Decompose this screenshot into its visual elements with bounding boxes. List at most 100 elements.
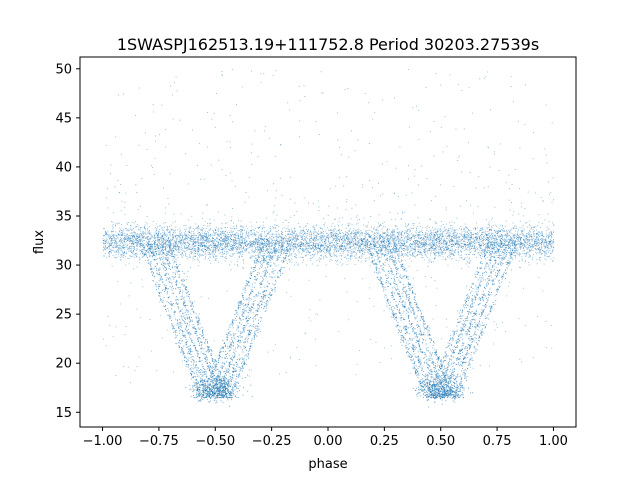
data-point xyxy=(539,260,541,261)
data-point xyxy=(217,261,219,263)
data-point xyxy=(359,251,361,253)
data-point xyxy=(112,231,113,232)
data-point xyxy=(215,260,217,261)
data-point xyxy=(351,253,353,255)
data-point xyxy=(421,247,423,249)
data-point xyxy=(486,235,488,236)
data-point xyxy=(259,240,261,242)
data-point xyxy=(275,236,277,237)
data-point xyxy=(275,252,277,254)
data-point xyxy=(252,251,254,253)
data-point xyxy=(225,246,226,248)
data-point xyxy=(545,240,546,242)
data-point xyxy=(384,240,385,241)
data-point xyxy=(547,247,548,248)
data-point xyxy=(328,229,330,231)
data-point xyxy=(525,243,527,245)
data-point xyxy=(132,238,134,240)
data-point xyxy=(189,226,191,228)
data-point xyxy=(417,235,419,237)
data-point xyxy=(222,240,223,242)
data-point xyxy=(172,237,174,239)
data-point xyxy=(234,236,236,238)
data-point xyxy=(470,230,472,232)
data-point xyxy=(455,249,456,251)
data-point xyxy=(113,234,114,236)
data-point xyxy=(425,244,427,246)
data-point xyxy=(209,244,211,246)
data-point xyxy=(458,247,459,249)
data-point xyxy=(286,243,288,245)
data-point xyxy=(103,249,105,250)
data-point xyxy=(306,247,308,249)
data-point xyxy=(152,247,154,249)
data-point xyxy=(435,243,437,245)
data-point xyxy=(108,237,110,239)
data-point xyxy=(205,239,207,241)
data-point xyxy=(149,238,151,239)
data-point xyxy=(194,255,196,257)
data-point xyxy=(455,238,457,240)
data-point xyxy=(486,219,487,221)
data-point xyxy=(550,253,552,254)
data-point xyxy=(430,252,431,254)
data-point xyxy=(260,237,262,239)
data-point xyxy=(231,249,233,250)
data-point xyxy=(393,236,395,238)
data-point xyxy=(268,261,270,263)
data-point xyxy=(537,234,539,236)
data-point xyxy=(177,257,179,258)
data-point xyxy=(304,231,305,233)
data-point xyxy=(468,246,470,248)
data-point xyxy=(132,240,133,242)
data-point xyxy=(234,244,236,246)
data-point xyxy=(525,242,526,244)
data-point xyxy=(430,251,432,253)
data-point xyxy=(453,235,455,237)
data-point xyxy=(266,240,268,242)
data-point xyxy=(477,232,478,234)
data-point xyxy=(382,233,384,234)
data-point xyxy=(117,250,119,251)
data-point xyxy=(278,244,280,246)
data-point xyxy=(189,234,191,236)
data-point xyxy=(442,239,444,241)
data-point xyxy=(294,230,295,232)
data-point xyxy=(419,246,421,248)
data-point xyxy=(344,246,346,247)
data-point xyxy=(462,246,464,248)
data-point xyxy=(293,246,295,248)
data-point xyxy=(285,250,287,251)
data-point xyxy=(339,248,341,250)
data-point xyxy=(362,248,363,250)
data-point xyxy=(245,245,247,247)
data-point xyxy=(440,231,441,233)
data-point xyxy=(538,240,540,242)
data-point xyxy=(508,247,510,248)
data-point xyxy=(236,246,238,248)
data-point xyxy=(184,242,186,244)
data-point xyxy=(211,234,213,236)
data-point xyxy=(255,240,257,242)
data-point xyxy=(366,246,368,248)
data-point xyxy=(241,242,243,244)
data-point xyxy=(149,241,151,243)
data-point xyxy=(186,236,188,237)
data-point xyxy=(165,239,167,241)
data-point xyxy=(391,239,393,241)
data-point xyxy=(327,237,329,238)
data-point xyxy=(477,227,478,229)
data-point xyxy=(139,262,141,264)
data-point xyxy=(309,242,311,243)
data-point xyxy=(372,254,373,256)
data-point xyxy=(260,234,262,236)
data-point xyxy=(508,238,510,240)
data-point xyxy=(184,235,186,237)
data-point xyxy=(203,245,205,247)
data-point xyxy=(364,233,366,235)
data-point xyxy=(164,249,166,251)
data-point xyxy=(444,252,446,254)
data-point xyxy=(315,238,317,240)
data-point xyxy=(213,247,215,248)
data-point xyxy=(534,243,536,245)
